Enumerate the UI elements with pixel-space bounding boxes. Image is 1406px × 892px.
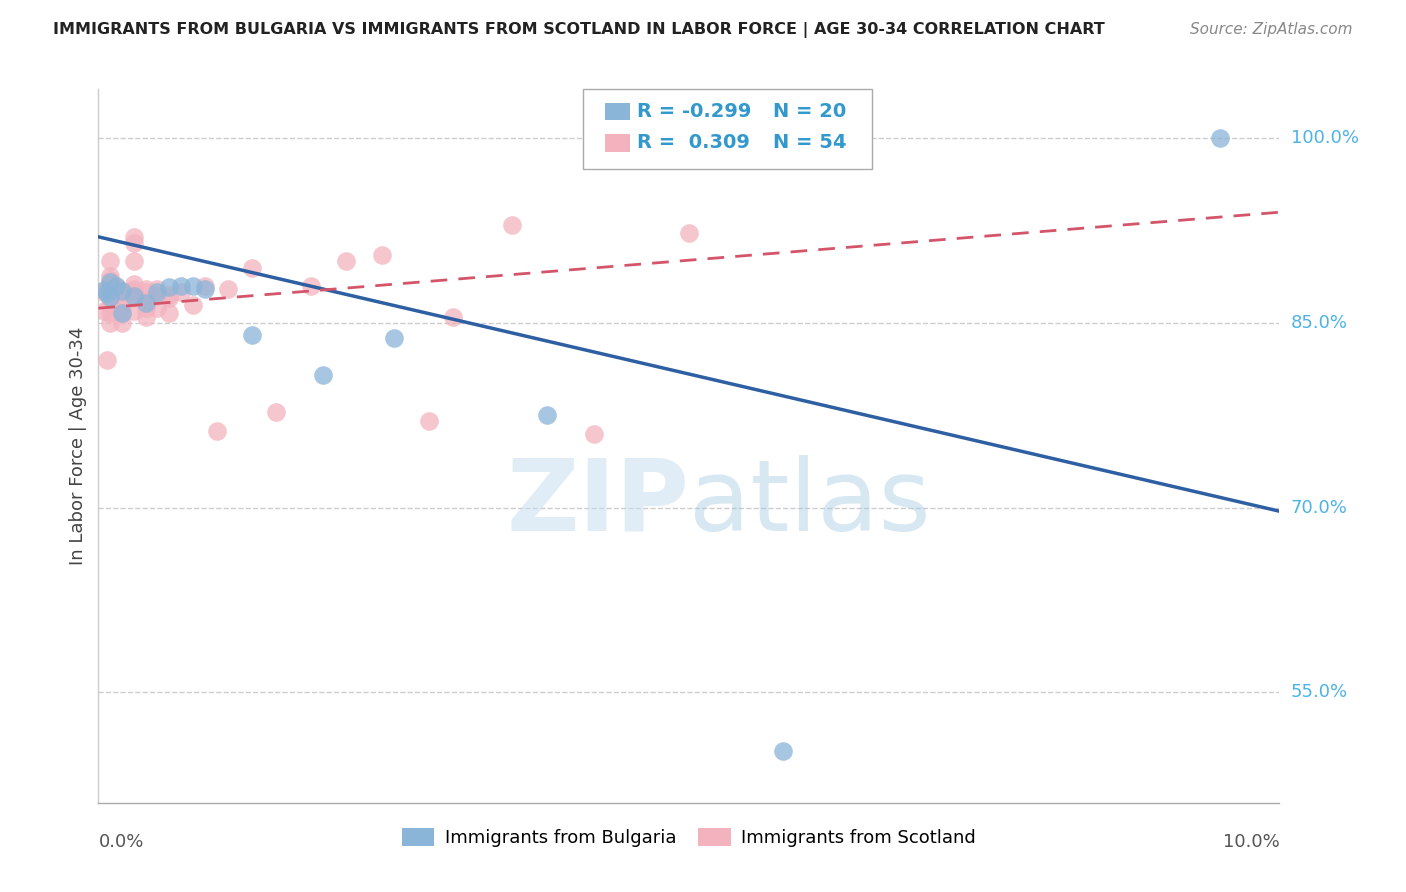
Point (135, 310, 157, 324)
Point (122, 289, 145, 303)
Point (335, 254, 357, 268)
Point (111, 301, 134, 316)
Point (98, 316, 121, 330)
Point (135, 293, 157, 308)
Point (105, 279, 128, 293)
Point (98, 291, 121, 305)
Point (146, 285, 169, 300)
Text: 85.0%: 85.0% (1291, 314, 1347, 332)
Point (240, 260, 263, 275)
Text: IMMIGRANTS FROM BULGARIA VS IMMIGRANTS FROM SCOTLAND IN LABOR FORCE | AGE 30-34 : IMMIGRANTS FROM BULGARIA VS IMMIGRANTS F… (53, 22, 1105, 38)
Point (264, 404, 287, 418)
Text: N = 54: N = 54 (773, 133, 846, 153)
Point (194, 281, 217, 295)
Point (157, 306, 180, 320)
Point (772, 744, 794, 758)
Point (146, 281, 169, 295)
Text: 55.0%: 55.0% (1291, 683, 1348, 701)
Point (135, 285, 157, 300)
Point (157, 291, 180, 305)
Point (135, 281, 157, 295)
Point (146, 301, 169, 316)
Point (122, 277, 145, 291)
Point (96, 352, 118, 367)
Point (111, 316, 134, 330)
Text: 0.0%: 0.0% (98, 833, 143, 851)
Point (98, 276, 121, 290)
Point (122, 254, 145, 268)
Point (418, 414, 440, 428)
Text: 70.0%: 70.0% (1291, 499, 1347, 516)
Point (111, 306, 134, 320)
Text: Source: ZipAtlas.com: Source: ZipAtlas.com (1189, 22, 1353, 37)
Point (678, 226, 700, 240)
Point (135, 301, 157, 316)
Point (93, 283, 115, 297)
Point (181, 279, 204, 293)
Point (98, 285, 121, 300)
Point (98, 279, 121, 293)
Point (441, 310, 464, 324)
Point (91, 285, 114, 300)
Point (122, 281, 145, 295)
Text: N = 20: N = 20 (773, 102, 846, 121)
Text: 100.0%: 100.0% (1291, 129, 1358, 147)
Point (105, 279, 128, 293)
Point (122, 285, 145, 300)
Point (501, 218, 523, 232)
Text: 10.0%: 10.0% (1223, 833, 1279, 851)
Point (170, 279, 193, 293)
Point (111, 291, 134, 305)
Point (157, 280, 180, 294)
Point (157, 287, 180, 301)
Point (240, 328, 263, 343)
Point (111, 284, 134, 298)
Point (93, 303, 115, 318)
Point (181, 297, 204, 311)
Point (135, 296, 157, 310)
Point (205, 424, 228, 438)
Point (98, 273, 121, 287)
Point (98, 269, 121, 284)
Point (122, 235, 145, 250)
Point (217, 281, 239, 295)
Y-axis label: In Labor Force | Age 30-34: In Labor Force | Age 30-34 (69, 326, 87, 566)
Point (98, 283, 121, 297)
Point (111, 306, 134, 320)
Point (111, 285, 134, 300)
Text: ZIP: ZIP (506, 455, 689, 551)
Point (98, 297, 121, 311)
Point (98, 290, 121, 304)
Point (98, 277, 121, 291)
Point (382, 331, 405, 345)
Text: atlas: atlas (689, 455, 931, 551)
Point (122, 303, 145, 318)
Legend: Immigrants from Bulgaria, Immigrants from Scotland: Immigrants from Bulgaria, Immigrants fro… (395, 821, 983, 855)
Text: R = -0.299: R = -0.299 (637, 102, 751, 121)
Point (96, 286, 118, 301)
Point (536, 409, 558, 423)
Text: R =  0.309: R = 0.309 (637, 133, 749, 153)
Point (170, 285, 193, 300)
Point (122, 230, 145, 244)
Point (583, 426, 606, 441)
Point (299, 279, 322, 293)
Point (146, 289, 169, 303)
Point (1209, 131, 1232, 145)
Point (122, 291, 145, 305)
Point (312, 368, 335, 382)
Point (98, 306, 121, 320)
Point (371, 248, 394, 262)
Point (194, 279, 217, 293)
Point (98, 254, 121, 268)
